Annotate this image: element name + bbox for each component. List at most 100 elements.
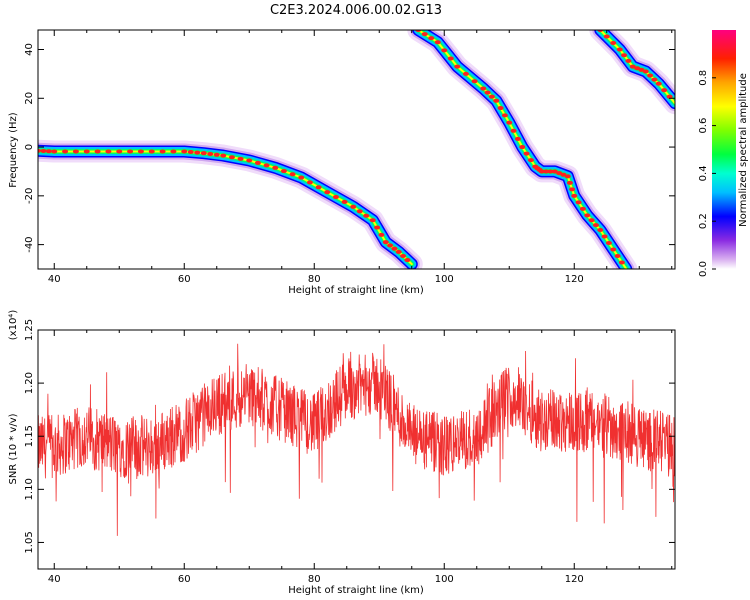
trace-0-peak <box>404 258 411 263</box>
trace-2-peak <box>647 73 654 78</box>
trace-0-peak <box>280 169 287 174</box>
trace-0-peak <box>105 149 112 154</box>
trace-0-peak <box>272 165 279 170</box>
snr-ytick-label-0: 1.05 <box>24 531 35 553</box>
cb-tick-label-4: 0.8 <box>698 70 709 86</box>
trace-2-peak <box>642 69 649 74</box>
trace-0-peak <box>220 153 227 158</box>
spec-ytick-label-0: -40 <box>24 236 35 252</box>
trace-1-peak <box>610 247 617 252</box>
trace-2-peak <box>603 34 610 39</box>
spectrogram-chart: 40 60 80 100 120 -40 -20 0 20 40 Height of straig… <box>8 29 676 296</box>
trace-1-peak <box>588 218 595 223</box>
figure-title: C2E3.2024.006.00.02.G13 <box>270 3 442 18</box>
trace-0-peak <box>127 149 134 154</box>
trace-1-peak <box>575 200 582 205</box>
trace-1-peak <box>519 145 526 150</box>
snr-plot-area <box>38 330 675 569</box>
trace-0-peak <box>315 185 322 190</box>
snr-ytick-label-4: 1.25 <box>24 319 35 341</box>
trace-0-peak <box>40 148 47 153</box>
trace-0-peak <box>374 225 381 230</box>
trace-1-peak <box>527 158 534 163</box>
trace-0-peak <box>148 149 155 154</box>
trace-0-peak <box>341 199 348 204</box>
trace-1-peak <box>601 234 608 239</box>
trace-2-peak <box>651 77 658 82</box>
snr-xtick-label-1: 60 <box>178 574 191 585</box>
trace-1-peak <box>421 32 428 37</box>
snr-xtick-label-3: 100 <box>435 574 454 585</box>
spec-xtick-label-1: 60 <box>178 274 191 285</box>
trace-1-peak <box>566 180 573 185</box>
cb-tick-label-1: 0.2 <box>698 213 709 229</box>
trace-1-peak <box>501 113 508 118</box>
trace-0-peak <box>116 149 123 154</box>
trace-0-peak <box>382 240 389 245</box>
trace-2-peak <box>610 41 617 46</box>
trace-0-peak <box>378 232 385 237</box>
trace-0-peak <box>207 151 214 156</box>
colorbar-label: Normalized spectral amplitude <box>738 73 749 227</box>
trace-1-peak <box>514 136 521 141</box>
trace-1-peak <box>471 79 478 84</box>
snr-ytick-label-1: 1.10 <box>24 478 35 500</box>
spectrogram-frame <box>37 29 676 270</box>
trace-1-peak <box>462 71 469 76</box>
trace-2-peak <box>655 81 662 86</box>
trace-0-peak <box>246 158 253 163</box>
snr-xtick-label-2: 80 <box>308 574 321 585</box>
trace-1-peak <box>488 94 495 99</box>
trace-1-peak <box>428 36 435 41</box>
snr-ylabel: SNR (10 * v/v) <box>8 413 19 484</box>
cb-tick-label-2: 0.4 <box>698 165 709 181</box>
trace-2-peak <box>666 94 673 99</box>
spectrogram-ticks: 40 60 80 100 120 -40 -20 0 20 40 <box>24 30 675 285</box>
trace-0-peak <box>200 151 207 156</box>
trace-0-peak <box>306 180 313 185</box>
trace-1-peak <box>497 106 504 111</box>
trace-0-peak <box>298 175 305 180</box>
trace-1-peak <box>480 86 487 91</box>
trace-0-peak <box>38 148 41 153</box>
trace-0-peak <box>263 163 270 168</box>
trace-0-peak <box>213 152 220 157</box>
trace-1-peak <box>447 56 454 61</box>
trace-1-peak <box>510 128 517 133</box>
trace-1-peak <box>569 187 576 192</box>
trace-0-peak <box>94 149 101 154</box>
spec-xtick-label-0: 40 <box>48 274 61 285</box>
spectrogram-traces <box>38 30 675 269</box>
trace-1-peak <box>506 120 513 125</box>
trace-1-peak <box>523 151 530 156</box>
spec-xtick-label-3: 100 <box>435 274 454 285</box>
spec-ytick-label-4: 40 <box>24 43 35 56</box>
trace-0-peak <box>159 149 166 154</box>
trace-1-peak <box>493 98 500 103</box>
trace-1-peak <box>579 206 586 211</box>
trace-1-peak <box>434 40 441 45</box>
trace-0-peak <box>170 149 177 154</box>
spec-ytick-label-1: -20 <box>24 188 35 204</box>
trace-0-peak <box>289 172 296 177</box>
snr-chart: 40 60 80 100 120 1.05 1.10 1.15 1.20 1.25 Height … <box>8 310 676 596</box>
trace-0-peak <box>194 150 201 155</box>
trace-0-peak <box>387 243 394 248</box>
colorbar-ticks: 0.0 0.2 0.4 0.6 0.8 <box>698 70 716 277</box>
snr-series <box>38 343 675 536</box>
trace-2-peak <box>625 58 632 63</box>
trace-1-peak <box>605 240 612 245</box>
spec-xtick-label-4: 120 <box>565 274 584 285</box>
trace-0-peak <box>137 149 144 154</box>
snr-ticks: 40 60 80 100 120 1.05 1.10 1.15 1.20 1.25 <box>24 319 675 585</box>
trace-1-peak <box>564 174 571 179</box>
trace-1-peak <box>584 213 591 218</box>
trace-0-peak <box>45 149 52 154</box>
trace-1-peak <box>441 48 448 53</box>
trace-1-peak <box>618 260 625 265</box>
trace-0-peak <box>187 150 194 155</box>
trace-2-peak <box>616 47 623 52</box>
trace-0-peak <box>62 149 69 154</box>
trace-0-peak <box>228 155 235 160</box>
